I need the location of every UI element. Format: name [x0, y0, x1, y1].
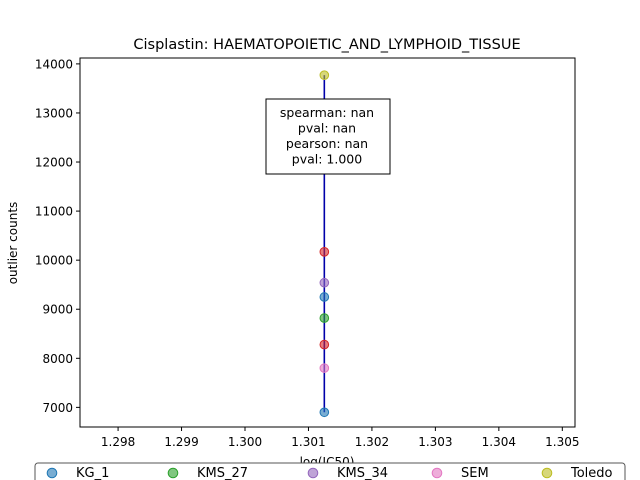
annotation-line: pearson: nan: [286, 136, 368, 151]
y-tick-label: 11000: [35, 205, 73, 219]
legend-label: KMS_27: [197, 466, 248, 480]
legend-frame: [34, 462, 626, 480]
x-tick-label: 1.301: [291, 435, 325, 449]
legend-label: Toledo: [570, 466, 613, 480]
chart-title: Cisplastin: HAEMATOPOIETIC_AND_LYMPHOID_…: [133, 37, 520, 53]
data-points: [319, 70, 330, 418]
y-tick-label: 14000: [35, 57, 73, 71]
data-point: [319, 247, 330, 257]
legend-label: KMS_34: [337, 466, 388, 480]
x-tick-label: 1.300: [228, 435, 262, 449]
x-tick-label: 1.303: [418, 435, 452, 449]
x-tick-label: 1.305: [545, 435, 579, 449]
y-tick-label: 8000: [42, 352, 73, 366]
annotation-line: pval: 1.000: [292, 152, 362, 167]
legend-marker: [541, 467, 553, 479]
data-point: [319, 313, 330, 323]
data-point: [319, 292, 330, 302]
y-axis-label: outlier counts: [6, 202, 20, 285]
legend-label: KG_1: [76, 466, 109, 480]
plot-frame: [79, 57, 576, 428]
x-tick-label: 1.304: [482, 435, 516, 449]
data-point: [319, 339, 330, 350]
x-tick-label: 1.298: [101, 435, 135, 449]
y-tick-label: 7000: [42, 401, 73, 415]
x-tick-label: 1.299: [164, 435, 198, 449]
data-point: [319, 363, 330, 373]
y-tick-label: 10000: [35, 254, 73, 268]
data-point: [319, 70, 330, 80]
legend-marker: [46, 467, 58, 479]
annotation-line: pval: nan: [298, 121, 356, 136]
x-tick-label: 1.302: [355, 435, 389, 449]
annotation-box: [265, 98, 391, 175]
y-tick-label: 12000: [35, 156, 73, 170]
data-point: [319, 277, 330, 288]
legend-label: SEM: [461, 466, 489, 480]
legend-marker: [431, 467, 443, 479]
legend-marker: [167, 467, 179, 479]
legend: KG_1 KMS_27 KMS_34 SEM Toledo: [34, 462, 626, 480]
axes: 1.298 1.299 1.300 1.301 1.302 1.303 1.304 1.305…: [35, 57, 580, 449]
legend-marker: [307, 467, 319, 479]
annotation-line: spearman: nan: [280, 105, 374, 120]
y-tick-label: 13000: [35, 106, 73, 120]
y-tick-label: 9000: [42, 303, 73, 317]
data-point: [319, 407, 330, 418]
